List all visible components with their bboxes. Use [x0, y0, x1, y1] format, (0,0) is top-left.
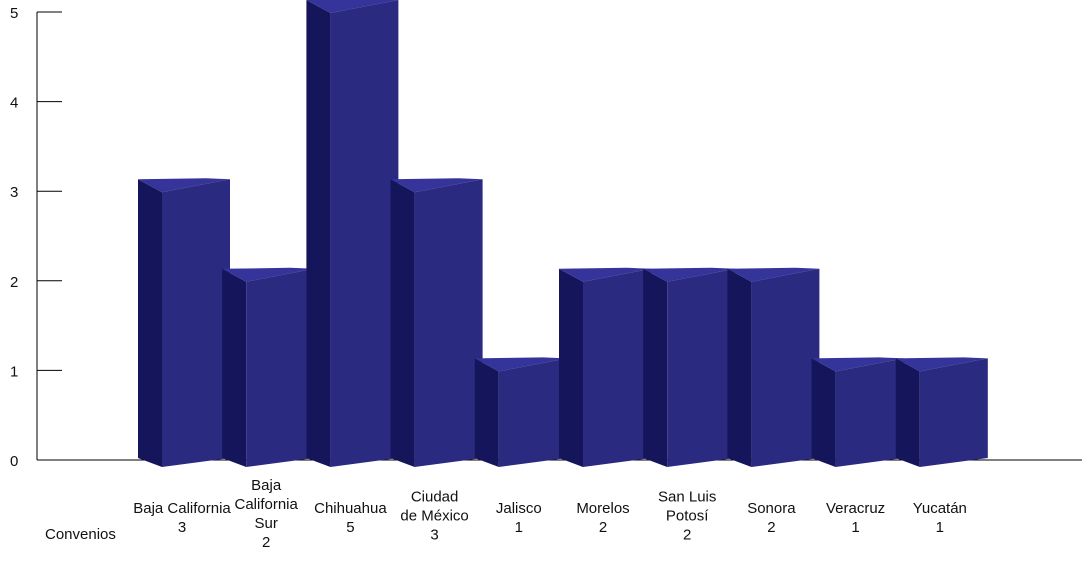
- bar-side: [474, 358, 499, 467]
- bar-top: [895, 357, 988, 372]
- bar-side: [811, 358, 836, 467]
- bar-front: [667, 268, 736, 467]
- data-value-label: 5: [346, 519, 354, 536]
- bar-chihuahua: [306, 0, 399, 467]
- bar-top: [474, 357, 567, 372]
- data-value-label: 2: [683, 527, 691, 544]
- bar-san-luis-potos-: [643, 267, 736, 467]
- bar-front: [751, 268, 820, 467]
- data-value-label: 3: [178, 519, 186, 536]
- bar-front: [162, 179, 230, 467]
- data-value-label: 2: [262, 534, 270, 551]
- bar-front: [919, 358, 988, 467]
- bar-front: [246, 268, 315, 467]
- category-label: Yucatán: [913, 500, 967, 517]
- bar-baja-california: [138, 178, 230, 467]
- bar-front: [583, 268, 651, 467]
- data-value-label: 1: [515, 519, 523, 536]
- bar-top: [390, 178, 483, 193]
- bar-front: [414, 179, 483, 467]
- bar-front: [835, 358, 904, 467]
- bar-side: [643, 268, 668, 467]
- bar-side: [727, 268, 752, 467]
- category-label: Sonora: [747, 500, 796, 517]
- y-tick-label: 5: [10, 5, 18, 22]
- bar-side: [138, 179, 162, 467]
- bar-jalisco: [474, 357, 567, 467]
- data-table: Convenios Baja California 3 Baja California…: [45, 477, 967, 551]
- bar-top: [643, 267, 736, 282]
- bar-top: [306, 0, 399, 13]
- y-tick-label: 3: [10, 184, 18, 201]
- bars: [138, 0, 988, 467]
- bar-top: [811, 357, 904, 372]
- bar-side: [222, 268, 247, 467]
- category-label: Jalisco: [496, 500, 542, 517]
- bar-yucat-n: [895, 357, 988, 467]
- data-value-label: 1: [936, 519, 944, 536]
- bar-top: [222, 267, 315, 282]
- category-label: San Luis Potosí: [658, 489, 716, 525]
- y-tick-label: 0: [10, 453, 18, 470]
- bar-veracruz: [811, 357, 904, 467]
- bar-front: [498, 358, 567, 467]
- y-tick-label: 4: [10, 95, 18, 112]
- bar-side: [390, 179, 415, 467]
- category-label: Morelos: [576, 500, 629, 517]
- category-label: Baja California: [133, 500, 231, 517]
- category-label: Chihuahua: [314, 500, 387, 517]
- data-value-label: 1: [851, 519, 859, 536]
- y-tick-label: 2: [10, 274, 18, 291]
- series-row-label: Convenios: [45, 526, 116, 543]
- y-tick-label: 1: [10, 363, 18, 380]
- bar-top: [138, 178, 230, 193]
- category-label: Ciudad de México: [400, 489, 468, 525]
- bar-top: [559, 267, 651, 282]
- bar-top: [727, 267, 820, 282]
- bar-front: [330, 0, 399, 467]
- bar-sonora: [727, 267, 820, 467]
- bar-baja-california-sur: [222, 267, 315, 467]
- bar-morelos: [559, 267, 651, 467]
- bar-side: [306, 0, 331, 467]
- data-value-label: 2: [599, 519, 607, 536]
- bar-side: [559, 268, 583, 467]
- category-label: Veracruz: [826, 500, 885, 517]
- y-axis: 0 1 2 3 4 5: [10, 5, 62, 470]
- bar-side: [895, 358, 920, 467]
- data-value-label: 2: [767, 519, 775, 536]
- data-value-label: 3: [430, 527, 438, 544]
- category-label: Baja California Sur: [235, 477, 299, 532]
- bar-ciudad-de-m-xico: [390, 178, 483, 467]
